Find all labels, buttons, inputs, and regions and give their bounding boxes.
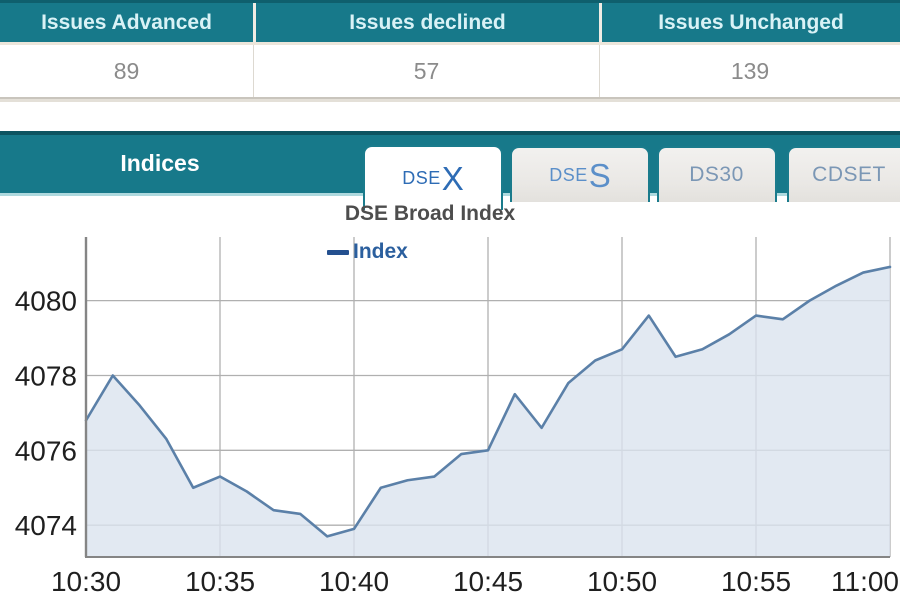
tab-ds30[interactable]: DS30	[657, 146, 777, 202]
legend-series-label: Index	[353, 240, 408, 263]
legend-line-swatch-icon	[327, 249, 349, 255]
value-issues-declined: 57	[253, 45, 599, 97]
y-tick-label: 4080	[15, 286, 77, 317]
tab-cdset[interactable]: CDSET	[787, 146, 900, 202]
value-issues-unchanged: 139	[599, 45, 900, 97]
x-tick-label: 10:30	[51, 566, 121, 597]
y-tick-label: 4074	[15, 510, 77, 541]
tab-dsex[interactable]: DSE X	[363, 145, 503, 210]
y-tick-label: 4076	[15, 435, 77, 466]
summary-table: Issues Advanced Issues declined Issues U…	[0, 0, 900, 102]
summary-value-row: 89 57 139	[0, 45, 900, 99]
header-issues-declined: Issues declined	[253, 3, 599, 42]
header-issues-unchanged: Issues Unchanged	[599, 3, 900, 42]
index-area	[86, 266, 890, 557]
index-line	[84, 265, 892, 538]
header-issues-advanced: Issues Advanced	[41, 10, 212, 34]
value-issues-advanced: 89	[113, 57, 140, 84]
chart-legend: Index	[327, 240, 408, 264]
summary-header-row: Issues Advanced Issues declined Issues U…	[0, 0, 900, 45]
tab-cdset-label: CDSET	[812, 163, 886, 186]
x-tick-label: 10:35	[185, 566, 255, 597]
tab-dses[interactable]: DSE S	[510, 146, 650, 202]
x-tick-label: 10:50	[587, 566, 657, 597]
x-tick-label: 10:40	[319, 566, 389, 597]
indices-bar-title: Indices	[120, 150, 200, 176]
y-tick-label: 4078	[15, 360, 77, 391]
tab-dses-label: DSE	[549, 164, 588, 185]
x-tick-label: 10:45	[453, 566, 523, 597]
tab-ds30-label: DS30	[689, 163, 744, 186]
summary-bottom-strip	[0, 99, 900, 102]
chart-title: DSE Broad Index	[344, 202, 516, 225]
tab-dsex-label: DSE	[402, 168, 441, 188]
x-tick-label: 10:55	[721, 566, 791, 597]
x-tick-label: 11:00	[831, 566, 899, 597]
